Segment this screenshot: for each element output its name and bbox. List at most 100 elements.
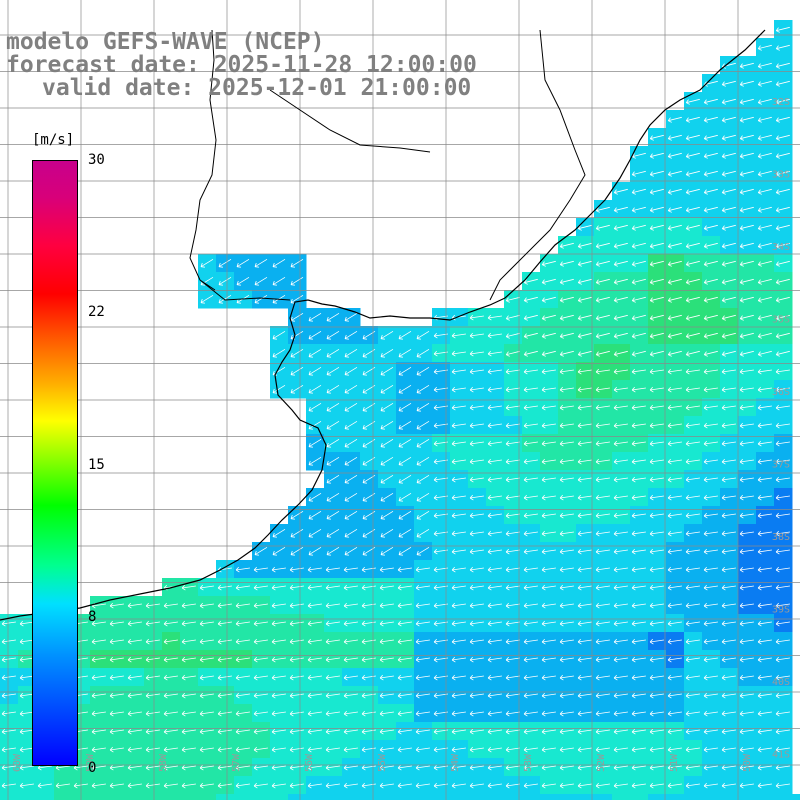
wind-arrow [271, 566, 286, 573]
wind-arrow [415, 764, 430, 771]
wind-arrow [649, 260, 664, 267]
wind-arrow [595, 584, 610, 591]
wind-arrow [649, 188, 664, 195]
wind-cell [792, 794, 800, 800]
wind-arrow [667, 134, 682, 141]
wind-arrow [739, 404, 754, 411]
wind-arrow [559, 332, 574, 339]
wind-arrow [595, 386, 610, 393]
wind-arrow [290, 384, 304, 394]
wind-cell [0, 794, 19, 800]
wind-arrow [649, 692, 664, 699]
wind-arrow [667, 728, 682, 735]
wind-cell [648, 794, 667, 800]
wind-arrow [308, 384, 322, 394]
wind-arrow [505, 674, 520, 681]
wind-arrow [344, 312, 358, 322]
wind-arrow [326, 510, 340, 520]
wind-arrow [667, 296, 682, 303]
wind-arrow [775, 764, 790, 771]
wind-cell [306, 794, 325, 800]
wind-arrow [433, 350, 448, 357]
wind-arrow [613, 548, 628, 555]
wind-cell [126, 794, 145, 800]
wind-arrow [721, 206, 736, 213]
wind-arrow [344, 384, 358, 394]
wind-arrow [326, 312, 340, 322]
wind-arrow [703, 494, 718, 501]
wind-arrow [380, 546, 394, 556]
wind-arrow [469, 422, 484, 429]
wind-arrow [775, 512, 790, 519]
wind-arrow [685, 638, 700, 645]
wind-cell [324, 794, 343, 800]
wind-arrow [577, 278, 592, 285]
wind-arrow [577, 782, 592, 789]
wind-arrow [487, 404, 502, 411]
wind-arrow [451, 548, 466, 555]
wind-arrow [145, 782, 160, 789]
wind-arrow [307, 692, 322, 699]
wind-arrow [308, 492, 322, 502]
wind-arrow [613, 314, 628, 321]
wind-arrow [541, 710, 556, 717]
wind-arrow [685, 278, 700, 285]
wind-arrow [325, 566, 340, 573]
wind-arrow [649, 764, 664, 771]
wind-arrow [523, 386, 538, 393]
wind-arrow [703, 170, 718, 177]
wind-arrow [433, 674, 448, 681]
wind-arrow [109, 728, 124, 735]
wind-arrow [487, 440, 502, 447]
wind-arrow [433, 728, 448, 735]
wind-arrow [451, 332, 466, 339]
wind-arrow [217, 674, 232, 681]
wind-arrow [199, 764, 214, 771]
wind-arrow [703, 440, 718, 447]
wind-arrow [451, 692, 466, 699]
wind-arrow [667, 746, 682, 753]
wind-arrow [577, 386, 592, 393]
wind-arrow [361, 728, 376, 735]
wind-arrow [541, 764, 556, 771]
wind-arrow [361, 746, 376, 753]
wind-arrow [343, 782, 358, 789]
wind-arrow [667, 638, 682, 645]
wind-arrow [757, 206, 772, 213]
wind-arrow [595, 224, 610, 231]
wind-arrow [199, 692, 214, 699]
latitude-label: 35S [772, 315, 790, 326]
longitude-label: 56W [304, 753, 315, 772]
wind-arrow [91, 620, 106, 627]
wind-arrow [451, 350, 466, 357]
wind-arrow [523, 674, 538, 681]
wind-cell [774, 794, 793, 800]
wind-arrow [703, 368, 718, 375]
wind-arrow [721, 224, 736, 231]
wind-arrow [667, 152, 682, 159]
wind-arrow [739, 728, 754, 735]
wind-arrow [487, 332, 502, 339]
wind-arrow [649, 494, 664, 501]
wind-arrow [667, 350, 682, 357]
wind-arrow [703, 404, 718, 411]
wind-arrow [181, 584, 196, 591]
wind-arrow [541, 530, 556, 537]
wind-arrow [487, 476, 502, 483]
wind-arrow [343, 638, 358, 645]
wind-arrow [469, 692, 484, 699]
wind-arrow [307, 656, 322, 663]
wind-arrow [559, 782, 574, 789]
wind-arrow [235, 710, 250, 717]
wind-cell [756, 794, 775, 800]
longitude-label: 58W [158, 753, 169, 772]
wind-arrow [775, 98, 790, 105]
wind-arrow [181, 746, 196, 753]
latitude-label: 33S [772, 170, 790, 181]
wind-arrow [379, 764, 394, 771]
wind-arrow [361, 602, 376, 609]
wind-arrow [703, 782, 718, 789]
wind-arrow [397, 620, 412, 627]
wind-arrow [667, 386, 682, 393]
wind-arrow [361, 656, 376, 663]
